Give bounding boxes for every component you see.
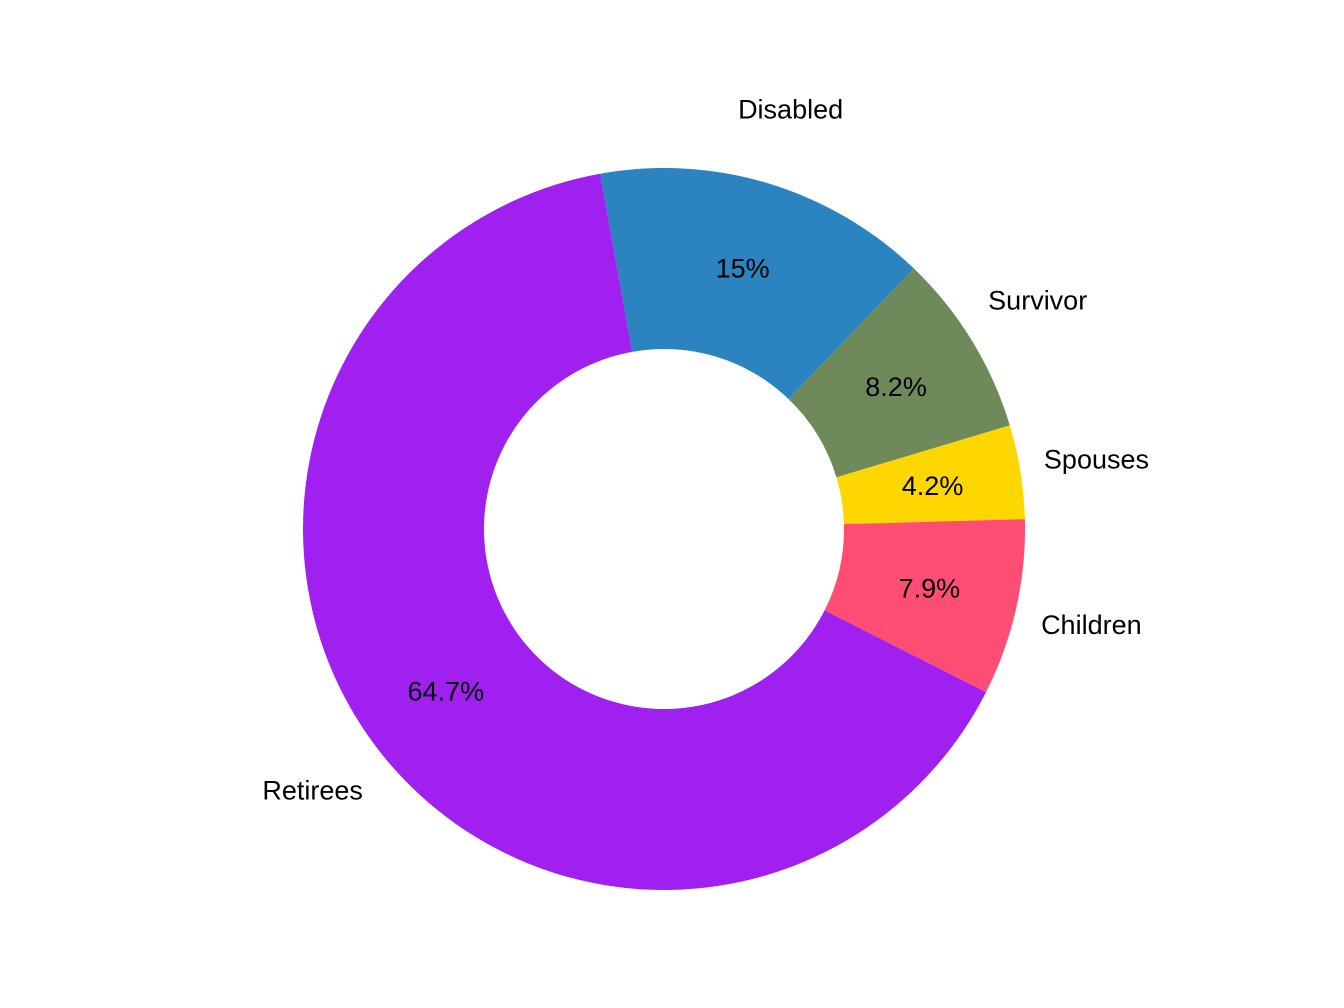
slice-spouses bbox=[836, 425, 1025, 525]
slice-children bbox=[824, 519, 1025, 693]
donut-slices bbox=[303, 168, 1025, 891]
pct-label-disabled: 15% bbox=[716, 254, 770, 284]
pct-label-children: 7.9% bbox=[899, 574, 961, 604]
pct-label-spouses: 4.2% bbox=[902, 471, 964, 501]
category-label-spouses: Spouses bbox=[1044, 445, 1149, 475]
category-label-retirees: Retirees bbox=[262, 776, 363, 806]
category-label-disabled: Disabled bbox=[738, 95, 843, 125]
slice-survivor bbox=[788, 268, 1010, 478]
pct-label-survivor: 8.2% bbox=[865, 372, 927, 402]
category-label-children: Children bbox=[1041, 610, 1142, 640]
slice-disabled bbox=[600, 168, 914, 400]
category-labels: Disabled Survivor Spouses Children Retirees bbox=[262, 95, 1149, 806]
pct-label-retirees: 64.7% bbox=[408, 676, 485, 706]
category-label-survivor: Survivor bbox=[988, 286, 1087, 316]
percentage-labels: 15% 8.2% 4.2% 7.9% 64.7% bbox=[408, 254, 964, 707]
slice-retirees bbox=[303, 173, 986, 891]
